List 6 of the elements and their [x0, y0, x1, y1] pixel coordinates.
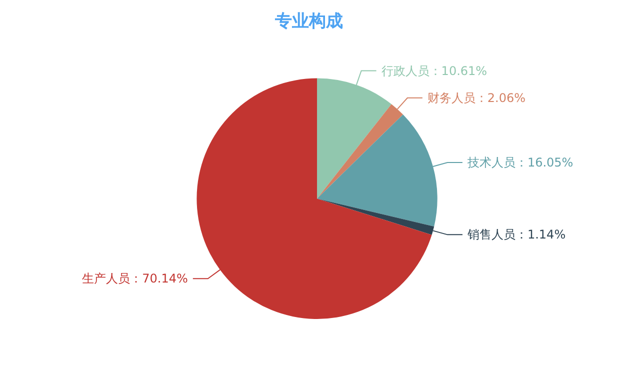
- slice-label: 生产人员：70.14%: [82, 272, 188, 286]
- chart-title: 专业构成: [274, 12, 343, 32]
- slice-label: 行政人员：10.61%: [381, 64, 488, 78]
- slice-label: 财务人员：2.06%: [427, 90, 526, 105]
- slice-label: 销售人员：1.14%: [466, 228, 566, 242]
- slice-label: 技术人员：16.05%: [466, 155, 574, 170]
